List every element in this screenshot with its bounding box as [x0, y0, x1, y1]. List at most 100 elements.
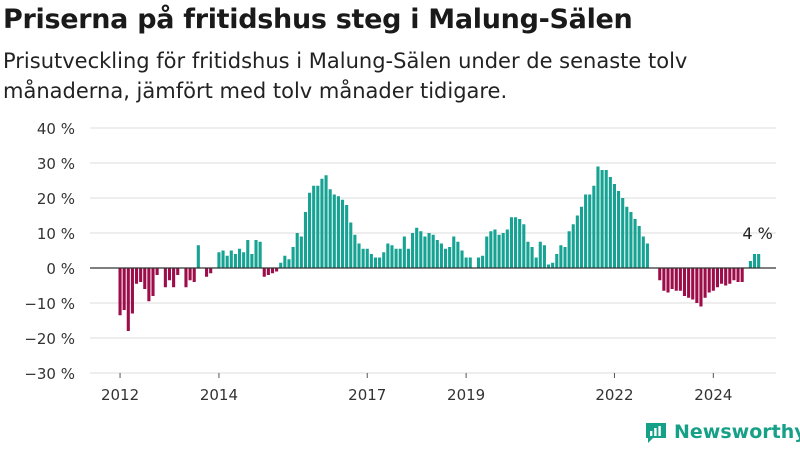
y-tick-label: 20 % — [37, 190, 75, 208]
bar-positive — [546, 264, 551, 268]
newsworthy-logo-icon — [646, 423, 666, 443]
bar-positive — [530, 247, 534, 268]
bar-positive — [221, 250, 225, 268]
chart-title: Priserna på fritidshus steg i Malung-Säl… — [3, 4, 633, 35]
bar-negative — [275, 268, 279, 272]
bar-positive — [196, 245, 200, 268]
y-tick-label: 30 % — [37, 155, 75, 173]
bar-negative — [270, 268, 275, 274]
bar-positive — [283, 255, 287, 268]
bar-positive — [637, 226, 641, 268]
bar-negative — [674, 268, 678, 291]
bar-positive — [592, 185, 596, 268]
x-tick-label: 2017 — [348, 386, 386, 404]
bar-positive — [555, 254, 559, 268]
bar-positive — [332, 194, 336, 268]
bar-negative — [691, 268, 695, 300]
bar-positive — [246, 240, 250, 268]
brand-name: Newsworthy — [674, 421, 800, 443]
bar-positive — [316, 185, 320, 268]
bar-positive — [349, 222, 353, 268]
bar-positive — [382, 252, 386, 268]
y-tick-label: −10 % — [24, 295, 75, 313]
x-tick-label: 2012 — [101, 386, 139, 404]
bar-negative — [715, 268, 719, 288]
bar-negative — [163, 268, 167, 288]
bar-negative — [682, 268, 687, 296]
bar-positive — [328, 189, 332, 268]
bar-negative — [707, 268, 711, 293]
bar-positive — [579, 206, 584, 268]
bar-negative — [728, 268, 732, 284]
bar-positive — [324, 175, 328, 268]
bar-negative — [122, 268, 126, 310]
bar-positive — [402, 236, 406, 268]
bar-negative — [724, 268, 728, 286]
bar-positive — [748, 261, 752, 268]
bar-negative — [662, 268, 666, 291]
bar-positive — [551, 262, 555, 268]
bar-positive — [299, 236, 303, 268]
bar-positive — [295, 233, 299, 268]
bar-positive — [468, 257, 472, 268]
bar-positive — [242, 252, 246, 268]
bar-positive — [493, 229, 497, 268]
bar-positive — [571, 224, 575, 268]
bar-positive — [390, 245, 394, 268]
bar-positive — [509, 217, 513, 268]
bar-positive — [538, 241, 542, 268]
bar-positive — [588, 194, 592, 268]
bar-negative — [699, 268, 703, 307]
bar-positive — [308, 192, 312, 268]
bar-positive — [406, 248, 410, 268]
bar-positive — [489, 231, 493, 268]
bar-positive — [443, 248, 448, 268]
x-tick-label: 2024 — [694, 386, 732, 404]
bar-negative — [172, 268, 176, 288]
bar-positive — [237, 248, 242, 268]
bar-positive — [514, 217, 518, 268]
bar-positive — [415, 227, 419, 268]
bar-positive — [617, 191, 621, 268]
bar-positive — [604, 170, 608, 268]
bar-positive — [361, 248, 365, 268]
bar-negative — [205, 268, 209, 277]
bar-negative — [266, 268, 270, 275]
bar-positive — [250, 254, 254, 268]
y-tick-label: 0 % — [46, 260, 75, 278]
bar-positive — [542, 245, 546, 268]
bar-positive — [427, 233, 431, 268]
bar-positive — [629, 212, 633, 268]
newsworthy-logo: Newsworthy — [644, 420, 800, 444]
bar-positive — [526, 241, 530, 268]
bar-negative — [666, 268, 670, 293]
bar-positive — [411, 233, 415, 268]
bar-positive — [757, 254, 761, 268]
bar-negative — [192, 268, 196, 282]
chart-subtitle: Prisutveckling för fritidshus i Malung-S… — [3, 49, 688, 103]
bar-positive — [312, 185, 316, 268]
bar-positive — [608, 177, 612, 268]
bar-negative — [720, 268, 724, 284]
bar-negative — [126, 268, 130, 331]
bar-positive — [439, 243, 443, 268]
bar-positive — [320, 178, 324, 268]
bar-negative — [151, 268, 155, 296]
bar-negative — [147, 268, 151, 302]
bar-negative — [184, 268, 188, 288]
bar-positive — [501, 233, 505, 268]
bar-positive — [258, 241, 262, 268]
bar-negative — [262, 268, 266, 277]
bar-positive — [353, 234, 357, 268]
bar-positive — [476, 257, 481, 268]
bar-positive — [567, 231, 571, 268]
x-tick-label: 2022 — [595, 386, 633, 404]
bar-positive — [365, 248, 369, 268]
bar-positive — [625, 206, 629, 268]
bar-positive — [559, 245, 563, 268]
bar-positive — [233, 254, 237, 268]
bar-negative — [740, 268, 744, 282]
bar-positive — [431, 234, 435, 268]
bar-positive — [464, 257, 468, 268]
